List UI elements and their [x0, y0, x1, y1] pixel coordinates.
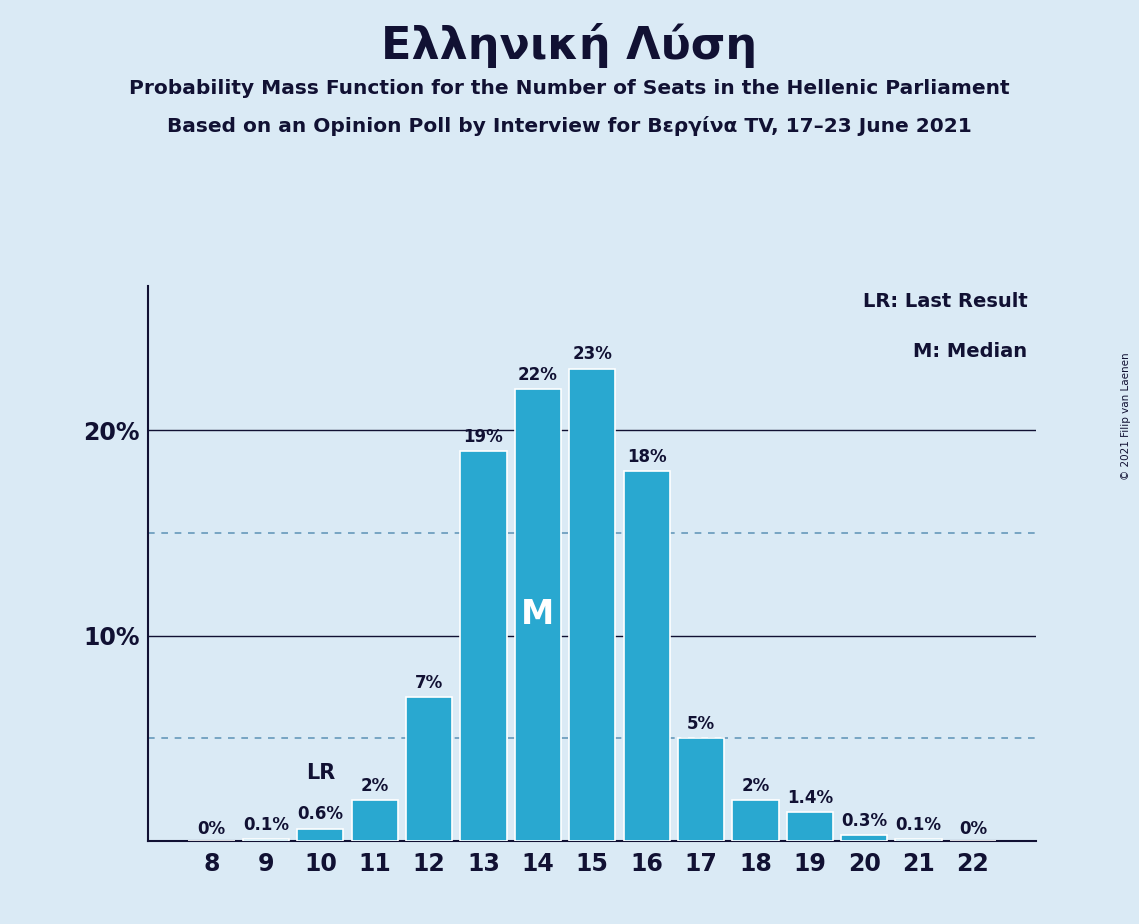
Text: 1.4%: 1.4%: [787, 789, 833, 807]
Text: 19%: 19%: [464, 428, 503, 445]
Bar: [678, 738, 724, 841]
Text: LR: LR: [305, 763, 335, 784]
Text: 0.1%: 0.1%: [243, 816, 289, 833]
Bar: [297, 829, 344, 841]
Text: 2%: 2%: [361, 777, 388, 795]
Text: M: Median: M: Median: [913, 342, 1027, 361]
Text: 18%: 18%: [626, 448, 666, 466]
Bar: [895, 839, 942, 841]
Bar: [405, 697, 452, 841]
Text: 23%: 23%: [572, 346, 613, 363]
Text: 5%: 5%: [687, 715, 715, 733]
Text: Probability Mass Function for the Number of Seats in the Hellenic Parliament: Probability Mass Function for the Number…: [129, 79, 1010, 98]
Text: 7%: 7%: [415, 674, 443, 692]
Text: 0%: 0%: [959, 820, 988, 838]
Text: Based on an Opinion Poll by Interview for Βεργίνα TV, 17–23 June 2021: Based on an Opinion Poll by Interview fo…: [167, 116, 972, 136]
Bar: [787, 812, 833, 841]
Text: M: M: [522, 599, 555, 631]
Bar: [460, 451, 507, 841]
Text: Ελληνική Λύση: Ελληνική Λύση: [382, 23, 757, 68]
Bar: [841, 834, 887, 841]
Text: 22%: 22%: [518, 366, 558, 384]
Bar: [352, 800, 398, 841]
Text: 0%: 0%: [197, 820, 226, 838]
Text: 2%: 2%: [741, 777, 770, 795]
Bar: [515, 389, 562, 841]
Bar: [570, 369, 615, 841]
Bar: [623, 471, 670, 841]
Text: 0.1%: 0.1%: [895, 816, 942, 833]
Text: © 2021 Filip van Laenen: © 2021 Filip van Laenen: [1121, 352, 1131, 480]
Bar: [243, 839, 289, 841]
Text: 0.3%: 0.3%: [842, 811, 887, 830]
Text: LR: Last Result: LR: Last Result: [863, 292, 1027, 311]
Text: 0.6%: 0.6%: [297, 806, 343, 823]
Bar: [732, 800, 779, 841]
